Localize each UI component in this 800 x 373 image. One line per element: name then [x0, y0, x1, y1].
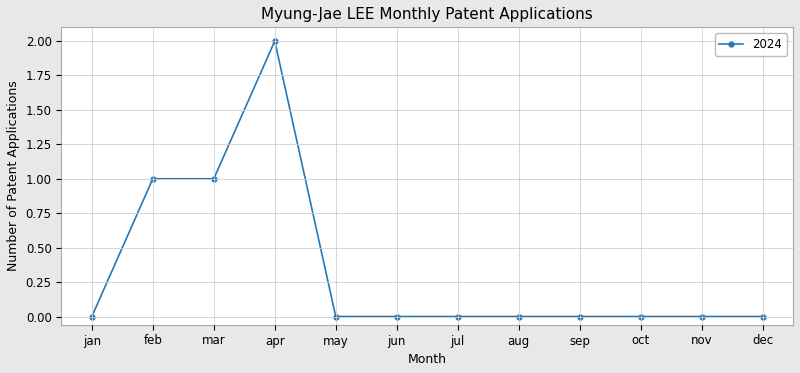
Line: 2024: 2024 — [90, 39, 765, 319]
2024 — [697, 314, 706, 319]
2024 — [392, 314, 402, 319]
2024 — [575, 314, 585, 319]
2024 — [87, 314, 97, 319]
2024 — [758, 314, 767, 319]
Y-axis label: Number of Patent Applications: Number of Patent Applications — [7, 81, 20, 272]
2024 — [514, 314, 523, 319]
Legend: 2024: 2024 — [714, 33, 787, 56]
2024 — [331, 314, 341, 319]
2024 — [209, 176, 218, 181]
2024 — [270, 39, 279, 43]
2024 — [453, 314, 462, 319]
2024 — [636, 314, 646, 319]
2024 — [148, 176, 158, 181]
X-axis label: Month: Month — [408, 353, 446, 366]
Title: Myung-Jae LEE Monthly Patent Applications: Myung-Jae LEE Monthly Patent Application… — [262, 7, 593, 22]
